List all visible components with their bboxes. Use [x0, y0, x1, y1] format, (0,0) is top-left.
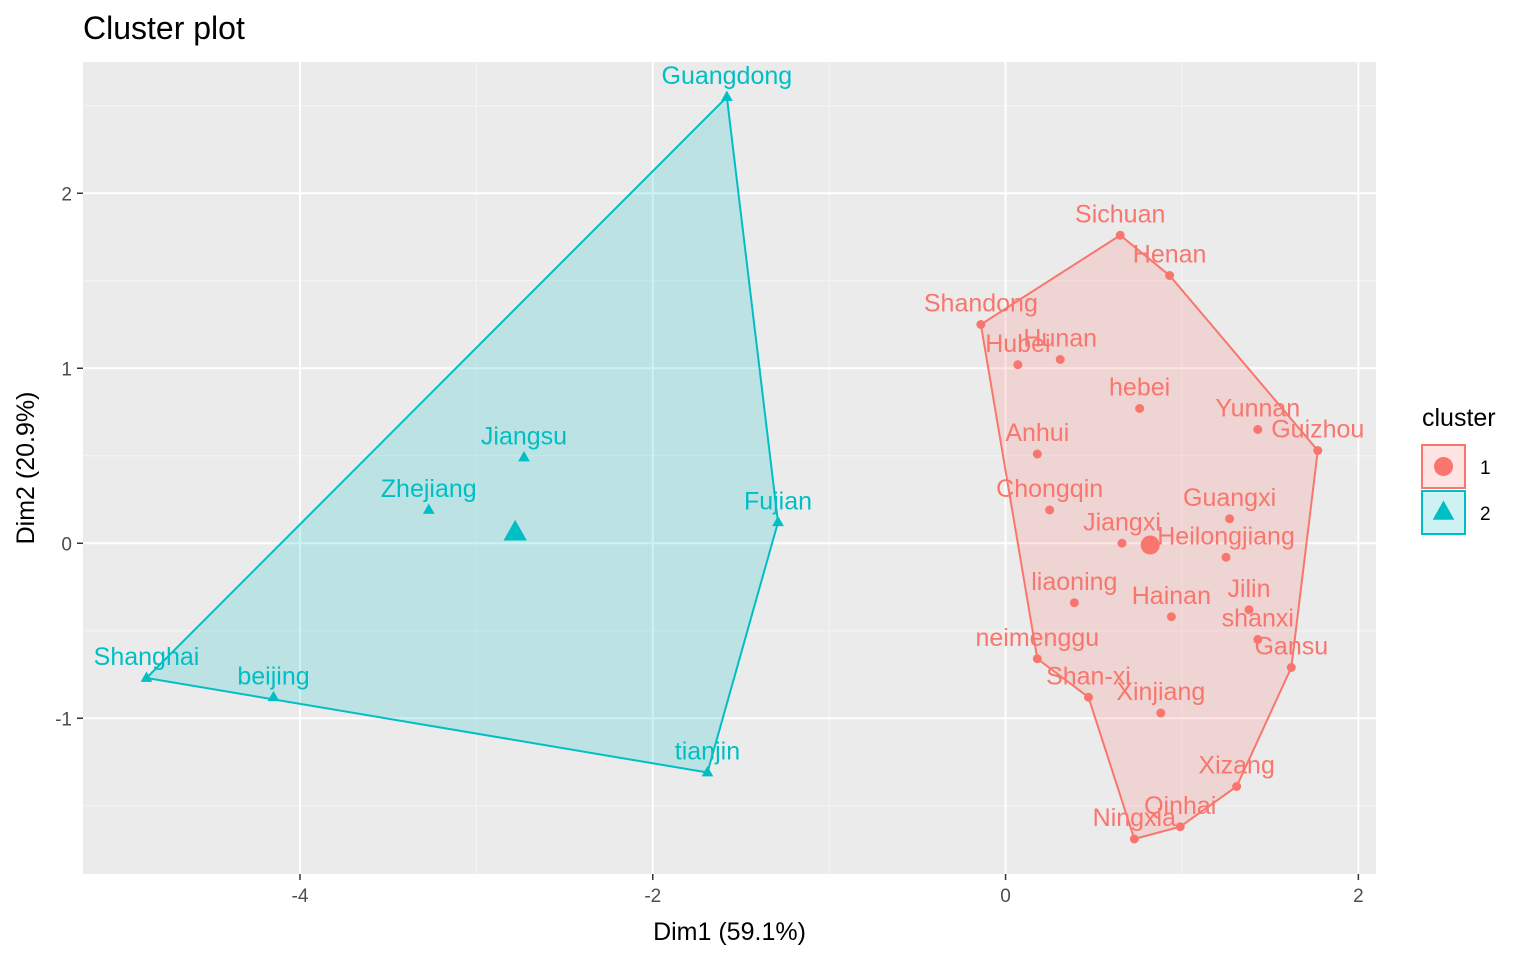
cluster-1-point: [1253, 635, 1263, 644]
point-label: Qinhai: [1144, 792, 1216, 820]
point-label: Yunnan: [1215, 395, 1300, 423]
point-label: Shanghai: [94, 643, 200, 671]
point-label: Zhejiang: [381, 475, 477, 503]
point-label: liaoning: [1031, 568, 1117, 596]
legend-triangle-icon: [1432, 500, 1455, 520]
point-label: Xizang: [1198, 752, 1274, 780]
cluster-1-point: [1117, 538, 1127, 548]
x-tick-label: -4: [292, 886, 309, 907]
y-tick-label: 0: [61, 534, 72, 555]
cluster-1-point: [1166, 612, 1176, 622]
point-label: Chongqin: [996, 475, 1103, 503]
y-tick-label: 2: [61, 184, 72, 205]
point-label: Hainan: [1132, 582, 1211, 610]
point-label: Xinjiang: [1116, 678, 1205, 706]
legend-label: 1: [1480, 458, 1491, 479]
axis-ticks: -4 -2 0 2 -1 0 1 2: [55, 184, 1364, 907]
y-tick-label: -1: [55, 709, 72, 730]
cluster-1-point: [1225, 514, 1235, 524]
cluster-2-point: [721, 90, 733, 101]
cluster-2-point: [140, 671, 153, 682]
point-label: Jilin: [1227, 575, 1270, 603]
cluster-1-point: [1069, 598, 1079, 608]
cluster-1-point: [1083, 692, 1093, 702]
legend-circle-icon: [1434, 457, 1453, 476]
point-label: Guangdong: [662, 62, 793, 90]
cluster-1-point: [1253, 425, 1263, 434]
point-label: hebei: [1109, 374, 1170, 402]
point-label: Anhui: [1005, 419, 1069, 447]
cluster-1-point: [1135, 404, 1145, 413]
cluster-1-point: [976, 320, 986, 329]
legend: cluster 1 2: [1421, 404, 1496, 535]
point-label: Guizhou: [1271, 416, 1364, 444]
cluster-1-point: [1156, 708, 1166, 718]
point-label: Heilongjiang: [1157, 522, 1295, 550]
point-label: shanxi: [1222, 605, 1294, 633]
cluster-1-point: [1055, 355, 1065, 364]
cluster-1-point: [1313, 446, 1323, 455]
point-label: Sichuan: [1075, 200, 1165, 228]
cluster-2-point: [518, 451, 530, 462]
point-label: beijing: [237, 662, 309, 690]
point-label: Hubei: [985, 330, 1050, 358]
cluster-1-point: [1013, 360, 1023, 370]
cluster-2-point: [267, 690, 280, 702]
point-label: Shan-xi: [1046, 662, 1131, 690]
x-tick-label: -2: [644, 886, 661, 907]
y-tick-label: 1: [61, 359, 72, 380]
point-label: Jiangxi: [1083, 508, 1161, 536]
x-axis-title: Dim1 (59.1%): [653, 918, 806, 946]
x-tick-label: 0: [1000, 886, 1011, 907]
point-label: Shandong: [924, 290, 1038, 318]
cluster-1-centroid: [1140, 535, 1160, 555]
cluster-2-point: [772, 515, 784, 527]
y-axis-title: Dim2 (20.9%): [12, 392, 40, 545]
cluster-1-point: [1221, 552, 1231, 562]
cluster-1-point: [1165, 271, 1175, 280]
cluster-1-point: [1244, 605, 1254, 615]
cluster-2-point: [422, 503, 435, 514]
point-label: Henan: [1133, 241, 1207, 269]
cluster-1-point: [1032, 449, 1042, 459]
point-label: Ningxia: [1093, 804, 1176, 832]
cluster-1-point: [1115, 230, 1125, 240]
cluster-1-point: [1286, 663, 1296, 672]
cluster-1-point: [1045, 505, 1055, 515]
legend-label: 2: [1480, 504, 1491, 525]
legend-title: cluster: [1422, 404, 1496, 432]
cluster-2-point: [701, 766, 714, 777]
point-label: Guangxi: [1183, 484, 1276, 512]
cluster-2-centroid: [503, 519, 527, 541]
point-label: Gansu: [1254, 633, 1328, 661]
chart-title: Cluster plot: [83, 10, 245, 46]
point-label: neimenggu: [975, 624, 1099, 652]
point-label: tianjin: [675, 738, 740, 766]
data-points: [140, 90, 1323, 844]
plot-panel: [83, 62, 1376, 874]
cluster-1-point: [1032, 654, 1042, 664]
point-label: Fujian: [744, 487, 812, 515]
cluster-1-point: [1232, 782, 1242, 791]
point-label: Hunan: [1023, 325, 1097, 353]
cluster-1-point: [1175, 822, 1185, 832]
x-tick-label: 2: [1353, 886, 1364, 907]
cluster-1-point: [1129, 834, 1139, 844]
point-label: Jiangsu: [481, 423, 567, 451]
